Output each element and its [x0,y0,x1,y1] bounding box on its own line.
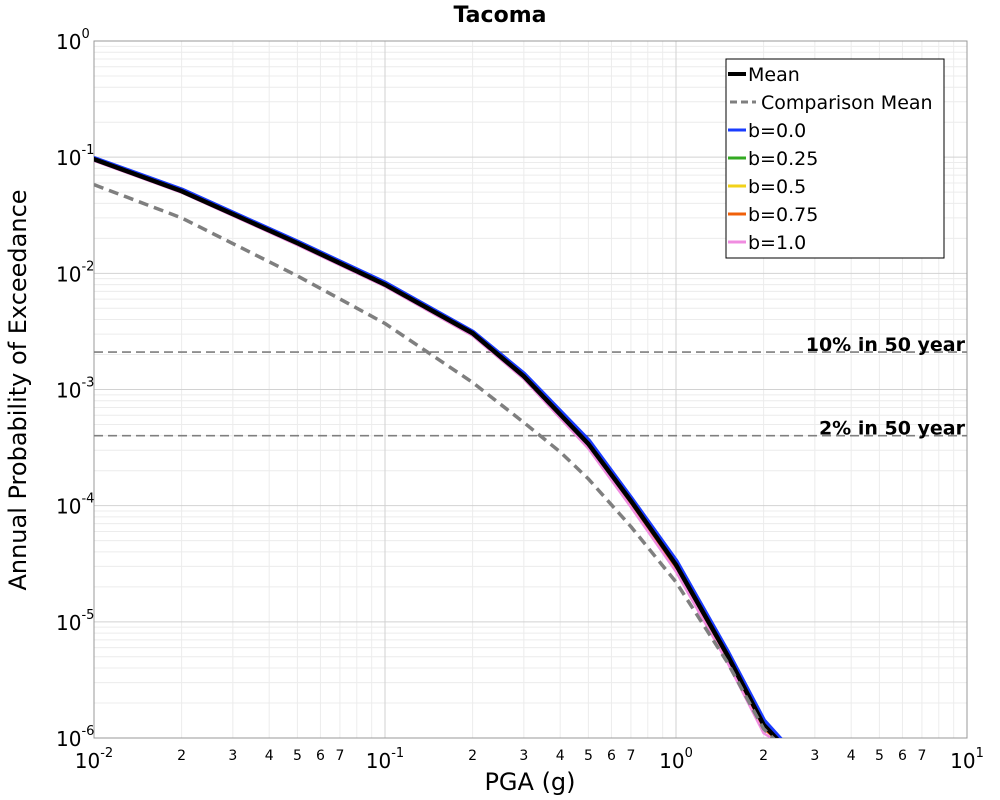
x-minor-tick-label: 5 [293,748,302,764]
x-tick-label: 101 [950,746,984,773]
x-minor-tick-label: 6 [316,748,325,764]
legend-label: b=0.0 [748,120,806,142]
y-axis-ticks: 100 10-1 10-2 10-3 10-4 10-5 10-6 [56,27,94,751]
x-minor-tick-label: 4 [556,748,565,764]
x-minor-tick-label: 7 [626,748,635,764]
series-line-mean [94,156,780,738]
x-tick-label: 10-1 [366,746,404,773]
x-axis-label: PGA (g) [484,768,575,796]
y-axis-label: Annual Probability of Exceedance [4,189,32,590]
y-tick-label: 10-6 [56,724,94,751]
y-tick-label: 10-1 [56,143,94,170]
x-tick-label: 10-2 [75,746,113,773]
x-minor-tick-label: 5 [584,748,593,764]
series-layer [94,155,783,738]
x-minor-tick-label: 7 [917,748,926,764]
legend-label: b=0.5 [748,176,806,198]
legend-label: Comparison Mean [761,92,933,114]
x-minor-tick-label: 4 [265,748,274,764]
x-minor-tick-label: 6 [607,748,616,764]
reference-lines: 10% in 50 year 2% in 50 year [94,334,967,440]
x-minor-tick-label: 3 [519,748,528,764]
chart-title: Tacoma [454,3,547,28]
x-minor-tick-label: 3 [228,748,237,764]
y-tick-label: 10-2 [56,259,94,286]
x-minor-tick-label: 2 [759,748,768,764]
y-tick-label: 10-4 [56,492,94,519]
reference-line-label: 2% in 50 year [819,418,966,440]
series-line-b-0-0 [94,155,783,738]
legend: Mean Comparison Mean b=0.0 b=0.25 b=0.5 b=0.7… [725,58,945,259]
y-tick-label: 10-5 [56,608,94,635]
legend-box [725,58,945,259]
x-minor-tick-label: 2 [468,748,477,764]
x-minor-tick-label: 6 [898,748,907,764]
legend-label: Mean [748,64,800,86]
x-tick-label: 100 [659,746,693,773]
x-minor-tick-label: 7 [335,748,344,764]
legend-label: b=0.25 [748,148,818,170]
x-minor-tick-label: 2 [177,748,186,764]
x-minor-tick-label: 5 [875,748,884,764]
legend-label: b=1.0 [748,232,806,254]
y-tick-label: 100 [56,27,90,54]
y-tick-label: 10-3 [56,376,94,403]
legend-label: b=0.75 [748,204,818,226]
x-minor-tick-label: 3 [810,748,819,764]
series-line-comparison-mean [94,183,776,738]
plot-frame [93,40,968,739]
x-minor-tick-label: 4 [847,748,856,764]
reference-line-label: 10% in 50 year [806,334,966,356]
